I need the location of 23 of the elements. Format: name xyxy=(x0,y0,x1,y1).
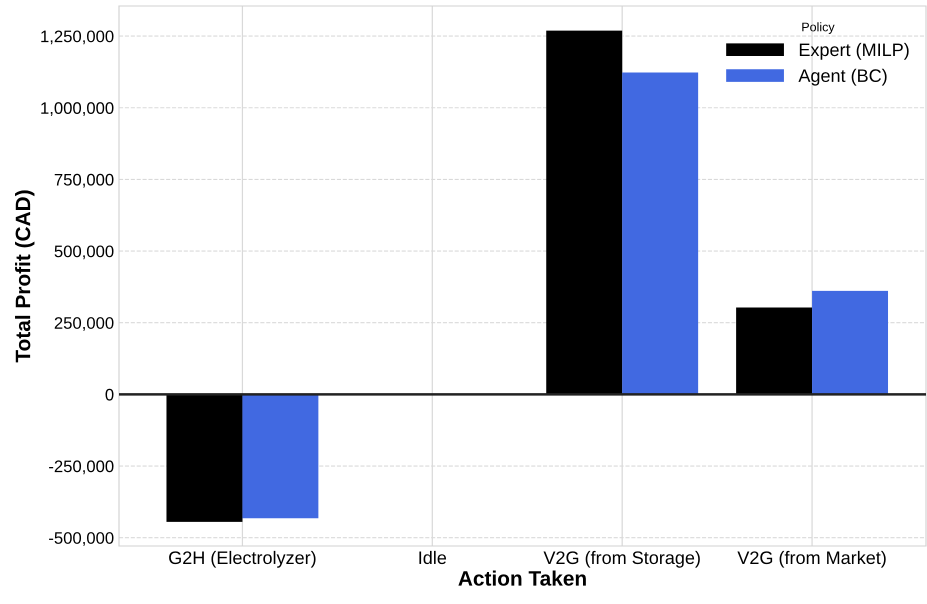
bar xyxy=(166,394,242,522)
bar xyxy=(242,394,318,518)
bar xyxy=(736,308,812,394)
legend-label: Expert (MILP) xyxy=(800,42,909,60)
x-tick-label: V2G (from Market) xyxy=(737,550,886,568)
x-axis-title: Action Taken xyxy=(458,570,586,586)
y-tick-label: 0 xyxy=(106,388,114,401)
y-tick-label: 250,000 xyxy=(54,317,114,331)
x-tick-label: G2H (Electrolyzer) xyxy=(169,550,316,568)
y-tick-label: 1,000,000 xyxy=(41,102,114,116)
y-tick-label: -500,000 xyxy=(49,532,114,546)
bar xyxy=(812,290,888,394)
bar xyxy=(546,30,622,394)
bar xyxy=(622,72,698,394)
y-axis-title: Total Profit (CAD) xyxy=(15,190,34,362)
y-tick-label: 1,250,000 xyxy=(41,30,114,44)
x-tick-label: V2G (from Storage) xyxy=(544,550,700,568)
legend-title: Policy xyxy=(802,22,835,34)
y-tick-label: 500,000 xyxy=(54,245,114,260)
x-tick-label: Idle xyxy=(419,550,446,564)
legend-label: Agent (BC) xyxy=(798,68,887,86)
y-tick-label: 750,000 xyxy=(54,174,114,188)
y-tick-label: -250,000 xyxy=(49,460,114,474)
